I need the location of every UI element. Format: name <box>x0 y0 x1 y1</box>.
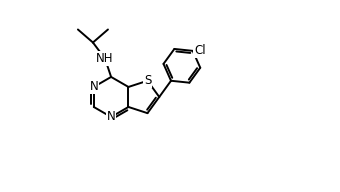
Text: NH: NH <box>96 52 114 65</box>
Text: Cl: Cl <box>194 44 206 57</box>
Text: S: S <box>144 74 151 87</box>
Text: N: N <box>89 80 98 94</box>
Text: N: N <box>107 110 116 123</box>
